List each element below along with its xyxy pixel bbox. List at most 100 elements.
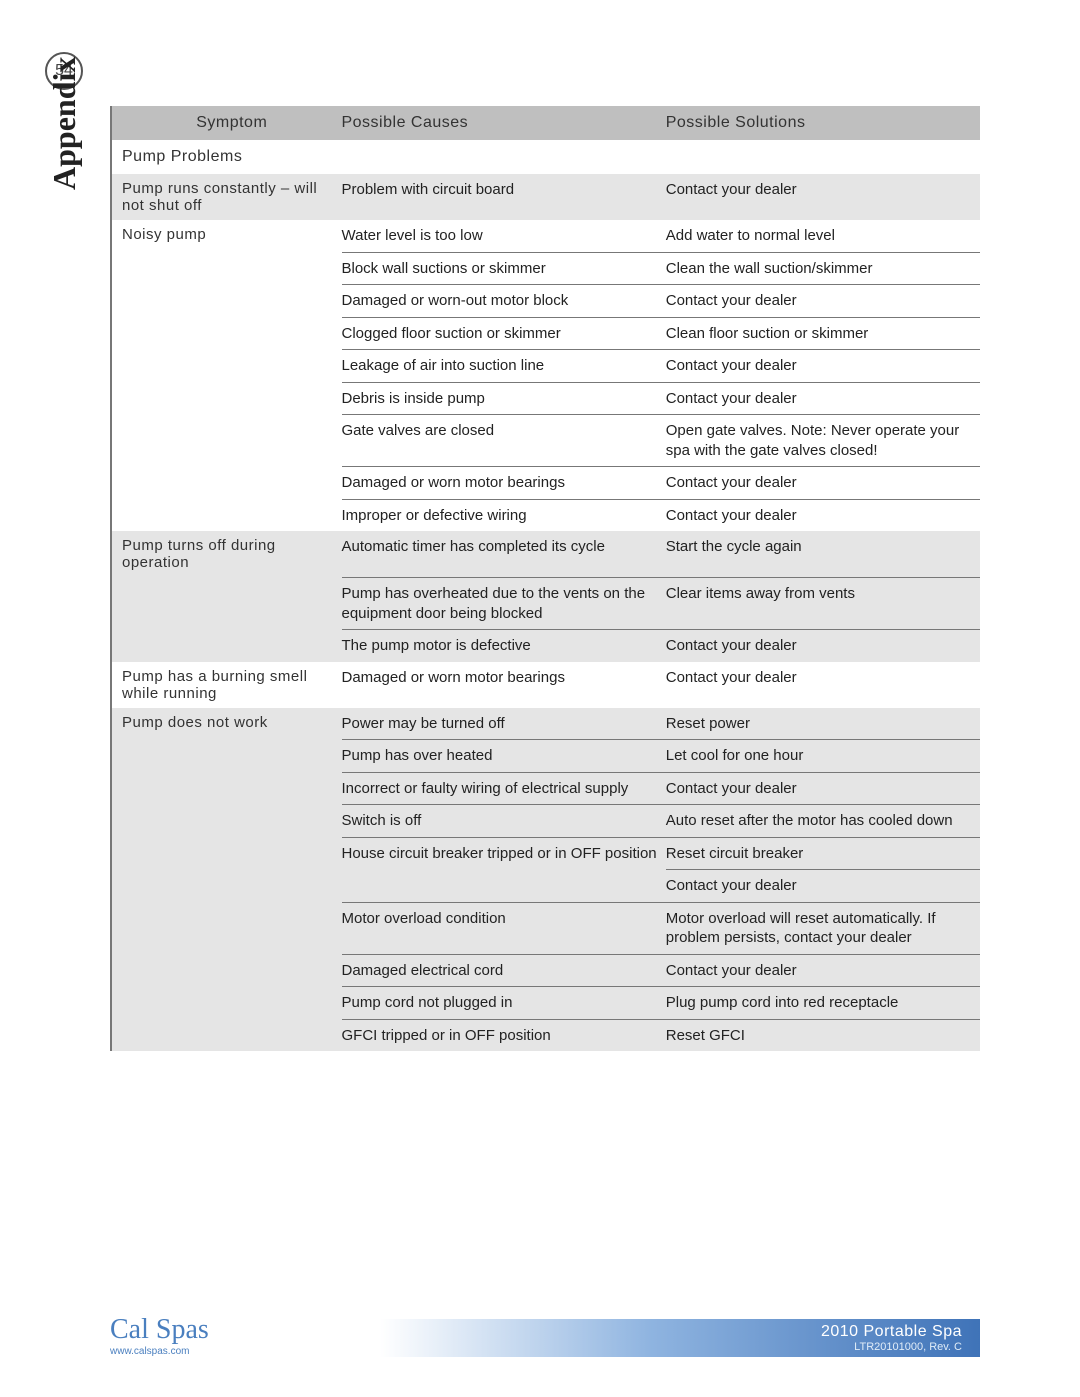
- cell-cause: Pump cord not plugged in: [342, 986, 666, 1019]
- footer-revision: LTR20101000, Rev. C: [854, 1341, 962, 1353]
- cell-symptom: [112, 414, 342, 466]
- cell-symptom: [112, 349, 342, 382]
- cell-symptom: [112, 954, 342, 987]
- table-row: Damaged electrical cordContact your deal…: [112, 954, 980, 987]
- cell-cause: GFCI tripped or in OFF position: [342, 1019, 666, 1052]
- cell-cause: Block wall suctions or skimmer: [342, 252, 666, 285]
- cell-cause: Water level is too low: [342, 220, 666, 252]
- table-row: Leakage of air into suction lineContact …: [112, 349, 980, 382]
- cell-cause: Clogged floor suction or skimmer: [342, 317, 666, 350]
- cell-cause: Debris is inside pump: [342, 382, 666, 415]
- cell-symptom: [112, 1019, 342, 1052]
- cell-symptom: Pump runs constantly – will not shut off: [112, 174, 342, 220]
- section-title: Appendix: [46, 57, 83, 190]
- table-row: Pump runs constantly – will not shut off…: [112, 174, 980, 220]
- cell-solution: Contact your dealer: [666, 954, 980, 987]
- cell-solution: Reset power: [666, 708, 980, 740]
- cell-symptom: [112, 252, 342, 285]
- cell-solution: Contact your dealer: [666, 629, 980, 662]
- cell-symptom: [112, 499, 342, 532]
- table-row: Clogged floor suction or skimmerClean fl…: [112, 317, 980, 350]
- cell-symptom: [112, 772, 342, 805]
- cell-solution: Reset GFCI: [666, 1019, 980, 1052]
- cell-symptom: [112, 629, 342, 662]
- table-row: Block wall suctions or skimmerClean the …: [112, 252, 980, 285]
- table-row: Damaged or worn-out motor blockContact y…: [112, 284, 980, 317]
- table-row: Improper or defective wiringContact your…: [112, 499, 980, 532]
- footer-bar: 2010 Portable Spa LTR20101000, Rev. C: [380, 1319, 980, 1357]
- table-body: Pump runs constantly – will not shut off…: [112, 174, 980, 1051]
- cell-cause: The pump motor is defective: [342, 629, 666, 662]
- cell-symptom: [112, 986, 342, 1019]
- table-subheader: Pump Problems: [112, 140, 980, 174]
- cell-solution: Clear items away from vents: [666, 577, 980, 629]
- cell-solution: Let cool for one hour: [666, 739, 980, 772]
- cell-cause: Damaged or worn-out motor block: [342, 284, 666, 317]
- cell-symptom: [112, 466, 342, 499]
- table-row: Motor overload conditionMotor overload w…: [112, 902, 980, 954]
- col-header-solution: Possible Solutions: [666, 106, 980, 140]
- cell-cause: Motor overload condition: [342, 902, 666, 954]
- table-row: Incorrect or faulty wiring of electrical…: [112, 772, 980, 805]
- table-row: Pump has overheated due to the vents on …: [112, 577, 980, 629]
- cell-cause: Automatic timer has completed its cycle: [342, 531, 666, 577]
- table-row: Noisy pumpWater level is too lowAdd wate…: [112, 220, 980, 252]
- troubleshooting-table: Symptom Possible Causes Possible Solutio…: [110, 106, 980, 1051]
- cell-solution: Contact your dealer: [666, 499, 980, 532]
- cell-symptom: [112, 284, 342, 317]
- table-row: GFCI tripped or in OFF positionReset GFC…: [112, 1019, 980, 1052]
- table-row: House circuit breaker tripped or in OFF …: [112, 837, 980, 870]
- table-row: Pump does not workPower may be turned of…: [112, 708, 980, 740]
- cell-symptom: [112, 837, 342, 870]
- cell-cause: Power may be turned off: [342, 708, 666, 740]
- cell-symptom: Pump has a burning smell while running: [112, 662, 342, 708]
- cell-symptom: [112, 739, 342, 772]
- cell-solution: Open gate valves. Note: Never operate yo…: [666, 414, 980, 466]
- logo-block: Cal Spas www.calspas.com: [110, 1316, 209, 1357]
- cell-symptom: Pump does not work: [112, 708, 342, 740]
- table-row: Contact your dealer: [112, 869, 980, 902]
- cell-symptom: [112, 317, 342, 350]
- cell-symptom: [112, 577, 342, 629]
- cell-symptom: Pump turns off during operation: [112, 531, 342, 577]
- cell-solution: Clean floor suction or skimmer: [666, 317, 980, 350]
- cell-solution: Contact your dealer: [666, 662, 980, 708]
- page-footer: Cal Spas www.calspas.com 2010 Portable S…: [110, 1307, 980, 1357]
- cell-cause: Damaged or worn motor bearings: [342, 466, 666, 499]
- cell-solution: Start the cycle again: [666, 531, 980, 577]
- table-row: Damaged or worn motor bearingsContact yo…: [112, 466, 980, 499]
- col-header-cause: Possible Causes: [341, 106, 665, 140]
- table-row: Pump has a burning smell while runningDa…: [112, 662, 980, 708]
- table-row: Debris is inside pumpContact your dealer: [112, 382, 980, 415]
- cell-cause: [342, 869, 666, 902]
- cell-cause: Pump has overheated due to the vents on …: [342, 577, 666, 629]
- cell-symptom: [112, 804, 342, 837]
- cell-cause: Pump has over heated: [342, 739, 666, 772]
- cell-solution: Contact your dealer: [666, 349, 980, 382]
- cell-cause: Damaged electrical cord: [342, 954, 666, 987]
- cell-solution: Contact your dealer: [666, 466, 980, 499]
- brand-url: www.calspas.com: [110, 1346, 209, 1357]
- cell-solution: Contact your dealer: [666, 284, 980, 317]
- col-header-symptom: Symptom: [112, 106, 341, 140]
- table-row: Pump turns off during operationAutomatic…: [112, 531, 980, 577]
- cell-solution: Contact your dealer: [666, 869, 980, 902]
- cell-cause: Gate valves are closed: [342, 414, 666, 466]
- cell-symptom: [112, 902, 342, 954]
- brand-logo: Cal Spas: [110, 1316, 209, 1344]
- cell-cause: Leakage of air into suction line: [342, 349, 666, 382]
- cell-solution: Contact your dealer: [666, 772, 980, 805]
- table-row: Pump has over heatedLet cool for one hou…: [112, 739, 980, 772]
- table-row: Gate valves are closedOpen gate valves. …: [112, 414, 980, 466]
- cell-solution: Contact your dealer: [666, 174, 980, 220]
- cell-solution: Motor overload will reset automatically.…: [666, 902, 980, 954]
- cell-solution: Auto reset after the motor has cooled do…: [666, 804, 980, 837]
- cell-cause: Improper or defective wiring: [342, 499, 666, 532]
- cell-cause: Damaged or worn motor bearings: [342, 662, 666, 708]
- cell-solution: Contact your dealer: [666, 382, 980, 415]
- cell-solution: Reset circuit breaker: [666, 837, 980, 870]
- cell-symptom: [112, 869, 342, 902]
- cell-symptom: [112, 382, 342, 415]
- cell-cause: Switch is off: [342, 804, 666, 837]
- cell-cause: Problem with circuit board: [342, 174, 666, 220]
